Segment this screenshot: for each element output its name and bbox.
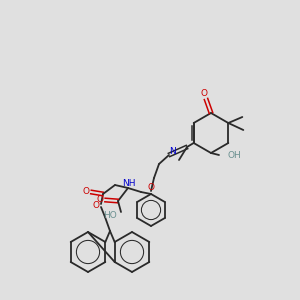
Text: NH: NH xyxy=(122,179,136,188)
Text: N: N xyxy=(169,146,176,155)
Text: O: O xyxy=(92,200,100,209)
Text: OH: OH xyxy=(227,151,241,160)
Text: O: O xyxy=(200,88,208,98)
Text: O: O xyxy=(97,194,104,203)
Text: HO: HO xyxy=(103,211,117,220)
Text: O: O xyxy=(148,182,154,191)
Text: O: O xyxy=(82,187,89,196)
